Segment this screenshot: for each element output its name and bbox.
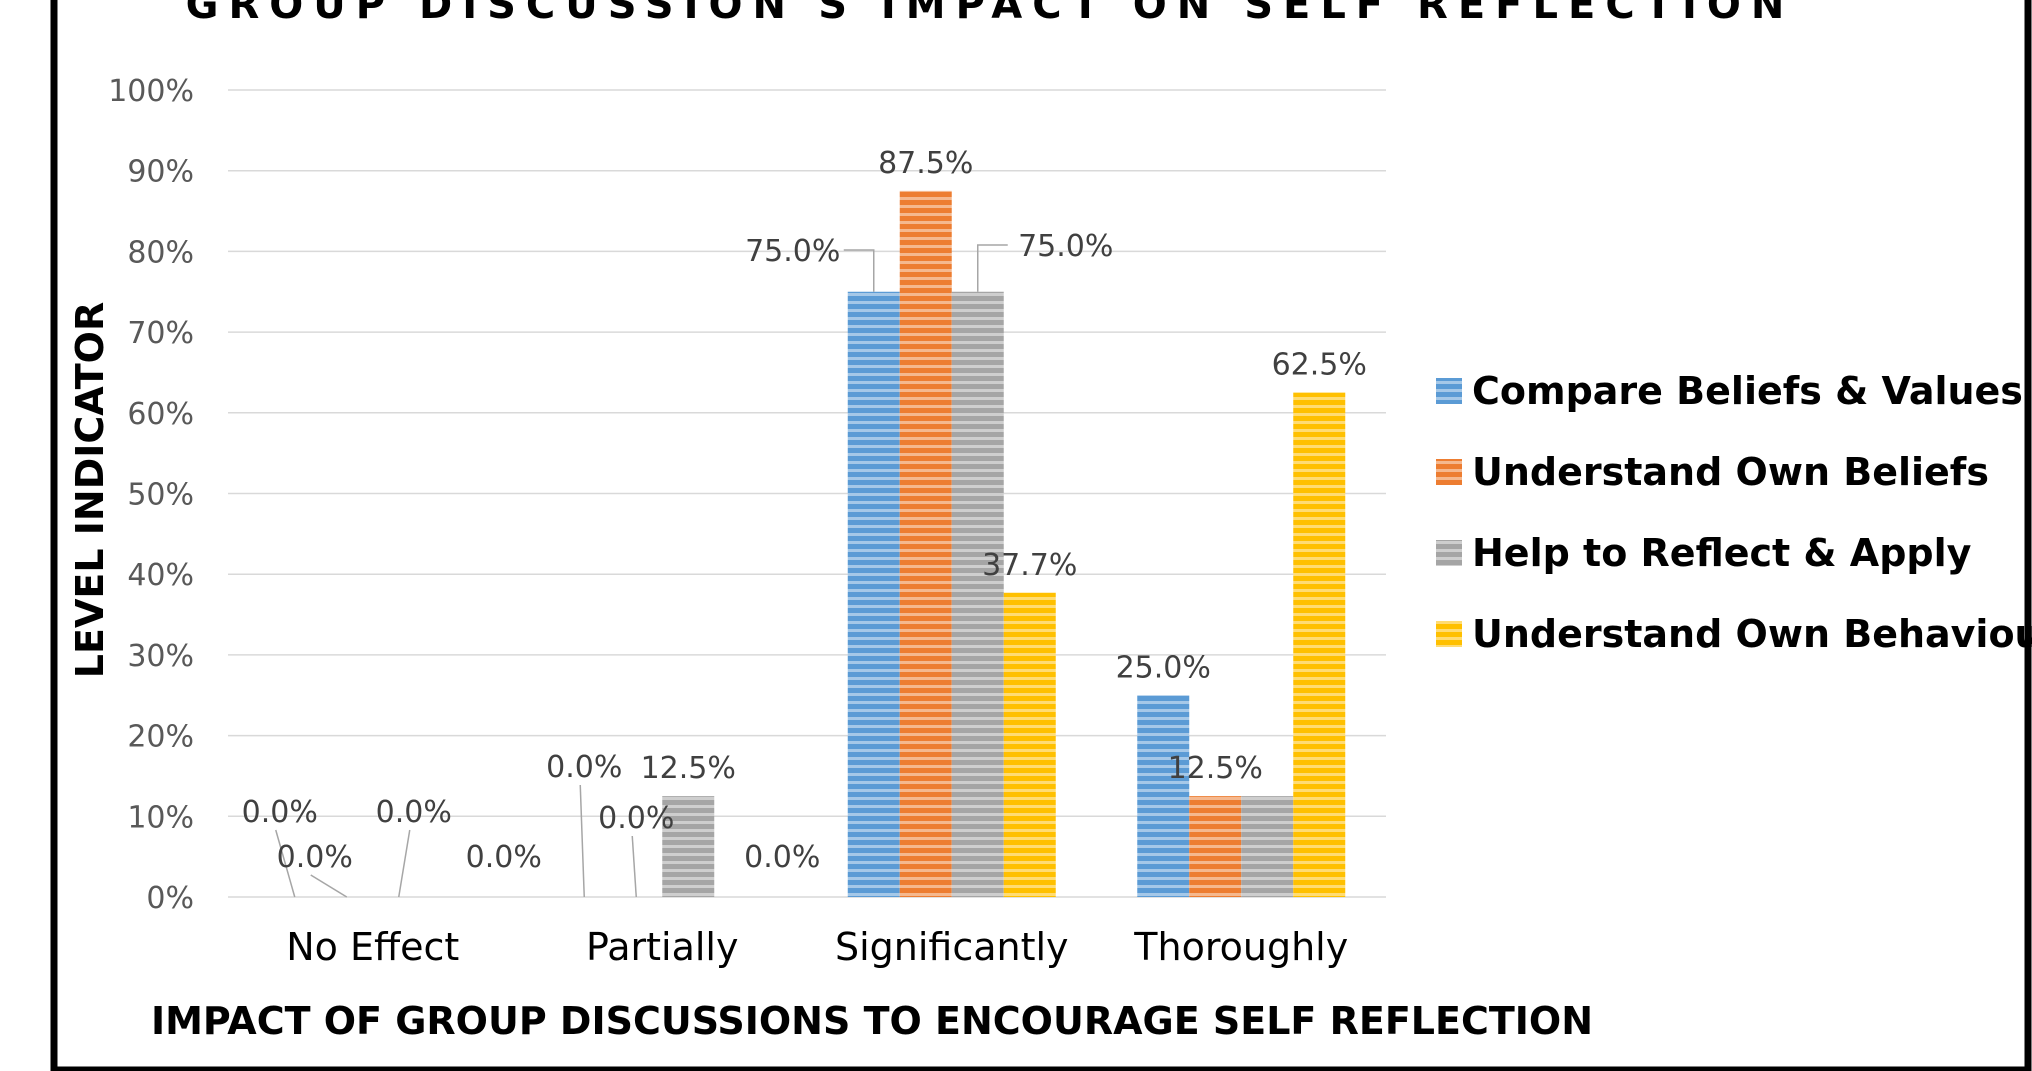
data-label-understand-own-beliefs-partially: 0.0% <box>598 801 674 836</box>
data-label-compare-beliefs-values-significantly: 75.0% <box>745 234 840 269</box>
legend-label-compare-beliefs-values: Compare Beliefs & Values <box>1472 369 2023 413</box>
leader-line <box>275 829 296 898</box>
x-tick-label: Thoroughly <box>1133 925 1348 969</box>
legend-swatch-understand-own-beliefs <box>1436 459 1462 485</box>
x-tick-label: Partially <box>586 925 738 969</box>
y-tick-label: 100% <box>108 74 194 109</box>
data-label-help-to-reflect-apply-significantly: 75.0% <box>1018 229 1113 264</box>
data-label-compare-beliefs-values-thoroughly: 25.0% <box>1116 650 1211 685</box>
x-axis-title: IMPACT OF GROUP DISCUSSIONS TO ENCOURAGE… <box>151 999 1593 1043</box>
bar-compare-beliefs-values-significantly <box>847 291 900 897</box>
y-tick-label: 60% <box>127 397 194 432</box>
y-tick-label: 0% <box>146 881 194 916</box>
bar-understand-own-beliefs-significantly <box>899 190 952 897</box>
y-tick-label: 10% <box>127 800 194 835</box>
legend-swatch-help-to-reflect-apply <box>1436 540 1462 566</box>
legend-label-understand-own-behaviour: Understand Own Behaviour <box>1472 612 2032 656</box>
legend-swatch-compare-beliefs-values <box>1436 378 1462 404</box>
legend-swatch-understand-own-behaviour <box>1436 621 1462 647</box>
legend-label-help-to-reflect-apply: Help to Reflect & Apply <box>1472 531 1972 575</box>
legend-label-understand-own-beliefs: Understand Own Beliefs <box>1472 450 1989 494</box>
data-label-understand-own-behaviour-thoroughly: 62.5% <box>1272 348 1367 383</box>
data-label-understand-own-behaviour-partially: 0.0% <box>744 840 820 875</box>
leader-line <box>631 835 637 898</box>
leader-line <box>977 244 1008 292</box>
data-label-compare-beliefs-values-no-effect: 0.0% <box>242 795 318 830</box>
leader-line <box>579 784 585 898</box>
y-tick-label: 30% <box>127 639 194 674</box>
y-tick-label: 40% <box>127 558 194 593</box>
data-label-help-to-reflect-apply-partially: 12.5% <box>641 751 736 786</box>
bar-help-to-reflect-apply-partially <box>662 796 715 897</box>
y-tick-label: 20% <box>127 720 194 755</box>
y-tick-label: 90% <box>127 155 194 190</box>
y-tick-label: 70% <box>127 316 194 351</box>
data-label-understand-own-behaviour-significantly: 37.7% <box>982 548 1077 583</box>
bar-help-to-reflect-apply-significantly <box>951 291 1004 897</box>
chart-title: GROUP DISCUSSION'S IMPACT ON SELF REFLEC… <box>186 0 1795 28</box>
bar-help-to-reflect-apply-thoroughly <box>1241 796 1294 897</box>
data-label-understand-own-beliefs-thoroughly: 12.5% <box>1168 751 1263 786</box>
leader-line <box>310 874 348 898</box>
chart-frame <box>50 0 2032 1071</box>
bar-understand-own-beliefs-thoroughly <box>1189 796 1242 897</box>
leader-line <box>398 829 411 898</box>
y-tick-label: 50% <box>127 478 194 513</box>
data-label-help-to-reflect-apply-no-effect: 0.0% <box>376 795 452 830</box>
x-tick-label: No Effect <box>286 925 459 969</box>
bar-understand-own-behaviour-thoroughly <box>1293 392 1346 897</box>
bar-understand-own-behaviour-significantly <box>1003 592 1056 897</box>
y-axis-title: LEVEL INDICATOR <box>68 302 112 678</box>
bar-compare-beliefs-values-thoroughly <box>1137 695 1190 897</box>
data-label-compare-beliefs-values-partially: 0.0% <box>546 750 622 785</box>
leader-line <box>843 249 875 292</box>
data-label-understand-own-beliefs-significantly: 87.5% <box>878 146 973 181</box>
data-label-understand-own-behaviour-no-effect: 0.0% <box>466 840 542 875</box>
data-label-understand-own-beliefs-no-effect: 0.0% <box>277 840 353 875</box>
y-tick-label: 80% <box>127 235 194 270</box>
x-tick-label: Significantly <box>835 925 1069 969</box>
